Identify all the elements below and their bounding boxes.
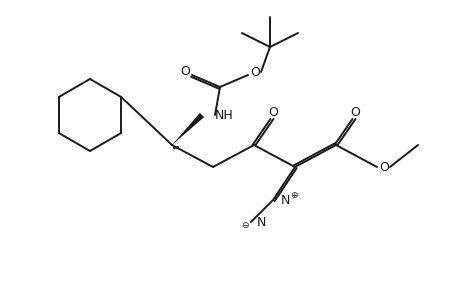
Polygon shape [172, 113, 204, 145]
Text: NH: NH [214, 109, 233, 122]
Text: N: N [280, 194, 289, 206]
Text: ⊕: ⊕ [290, 191, 297, 200]
Text: ⊖: ⊖ [241, 221, 248, 230]
Text: O: O [250, 65, 259, 79]
Text: O: O [378, 160, 388, 173]
Text: O: O [268, 106, 277, 118]
Text: O: O [349, 106, 359, 118]
Text: N: N [256, 215, 265, 229]
Text: O: O [179, 64, 190, 77]
